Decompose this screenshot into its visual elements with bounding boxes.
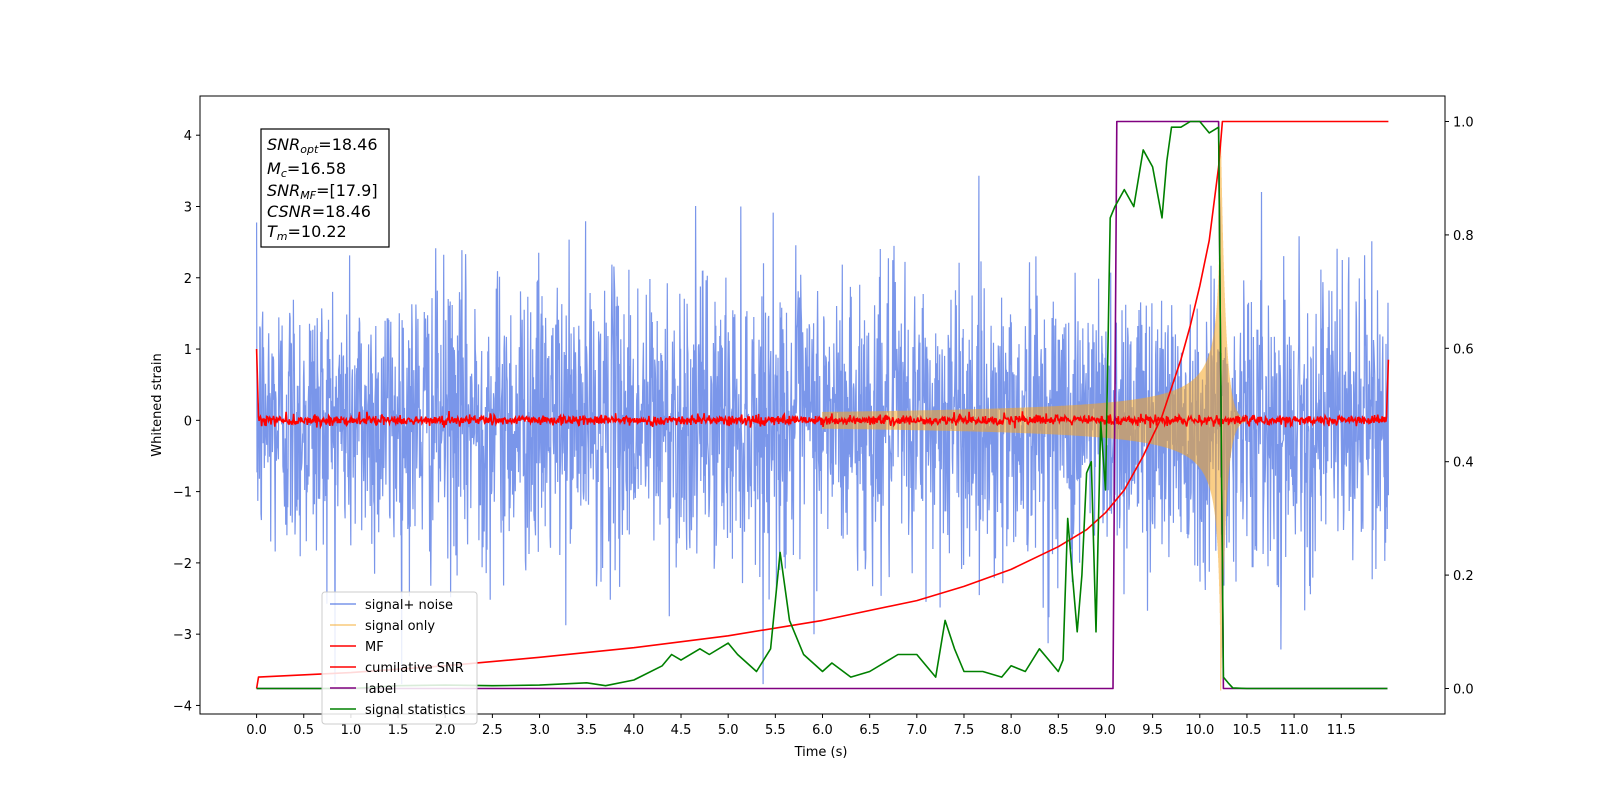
legend: signal+ noise signal only MF cumilative … (321, 591, 478, 725)
x-tick-label: 6.5 (859, 723, 880, 738)
y2-tick-label: 0.0 (1453, 682, 1474, 697)
series-signal-noise (256, 175, 1389, 685)
x-axis-label: Time (s) (794, 745, 848, 760)
legend-label-signal-only: signal only (365, 619, 435, 634)
x-tick-label: 0.0 (246, 723, 267, 738)
y-tick-label: −1 (173, 486, 192, 501)
y2-tick-label: 0.6 (1453, 342, 1474, 357)
x-tick-label: 10.0 (1185, 723, 1214, 738)
x-tick-label: 10.5 (1232, 723, 1261, 738)
x-tick-label: 5.5 (765, 723, 786, 738)
legend-label-signal-statistics: signal statistics (365, 703, 466, 718)
x-tick-label: 7.5 (954, 723, 975, 738)
legend-label-cumulative-snr: cumilative SNR (365, 661, 464, 676)
annotation-csnr: CSNR=18.46 (267, 202, 371, 221)
x-tick-label: 3.0 (529, 723, 550, 738)
annotation-snr-opt: SNRopt=18.46 (267, 135, 378, 156)
y-tick-label: 2 (184, 272, 192, 287)
x-tick-label: 9.5 (1142, 723, 1163, 738)
y-tick-label: 4 (184, 129, 192, 144)
x-tick-label: 8.5 (1048, 723, 1069, 738)
x-tick-label: 1.0 (341, 723, 362, 738)
annotation-box: SNRopt=18.46 Mc=16.58 SNRMF=[17.9] CSNR=… (260, 128, 390, 248)
plot-area (255, 120, 1390, 691)
x-tick-label: 2.0 (435, 723, 456, 738)
axes: 0.0 0.5 1.0 1.5 2.0 2.5 3.0 3.5 4.0 4.5 5.0 5.5 6.0 6… (173, 116, 1474, 738)
legend-label-mf: MF (365, 640, 384, 655)
y-tick-label: −2 (173, 557, 192, 572)
x-tick-label: 1.5 (388, 723, 409, 738)
series-signal-only (821, 144, 1248, 691)
y-tick-label: −3 (173, 628, 192, 643)
y2-tick-label: 0.8 (1453, 229, 1474, 244)
x-tick-label: 8.0 (1001, 723, 1022, 738)
series-signal-statistics (256, 120, 1388, 690)
x-tick-label: 11.5 (1327, 723, 1356, 738)
y-axis-label: Whitened strain (150, 353, 165, 456)
x-tick-label: 2.5 (482, 723, 503, 738)
legend-label-label: label (365, 682, 396, 697)
x-tick-label: 0.5 (293, 723, 314, 738)
y2-tick-label: 0.2 (1453, 569, 1474, 584)
x-tick-label: 5.0 (718, 723, 739, 738)
legend-frame (321, 591, 478, 725)
x-tick-label: 9.0 (1095, 723, 1116, 738)
legend-label-signal-noise: signal+ noise (365, 598, 453, 613)
y-tick-label: 0 (184, 414, 192, 429)
x-tick-label: 11.0 (1280, 723, 1309, 738)
x-tick-label: 4.5 (671, 723, 692, 738)
annotation-snr-mf: SNRMF=[17.9] (267, 181, 378, 202)
series-mf (255, 348, 1390, 430)
x-tick-label: 7.0 (906, 723, 927, 738)
x-tick-label: 4.0 (624, 723, 645, 738)
annotation-tm: Tm=10.22 (267, 222, 347, 243)
annotation-mc: Mc=16.58 (267, 159, 346, 180)
series-cumulative-snr (255, 120, 1389, 689)
x-tick-label: 3.5 (576, 723, 597, 738)
y2-tick-label: 0.4 (1453, 456, 1474, 471)
y-tick-label: 3 (184, 200, 192, 215)
y-tick-label: 1 (184, 343, 192, 358)
y-tick-label: −4 (173, 699, 192, 714)
y2-tick-label: 1.0 (1453, 116, 1474, 131)
x-tick-label: 6.0 (812, 723, 833, 738)
